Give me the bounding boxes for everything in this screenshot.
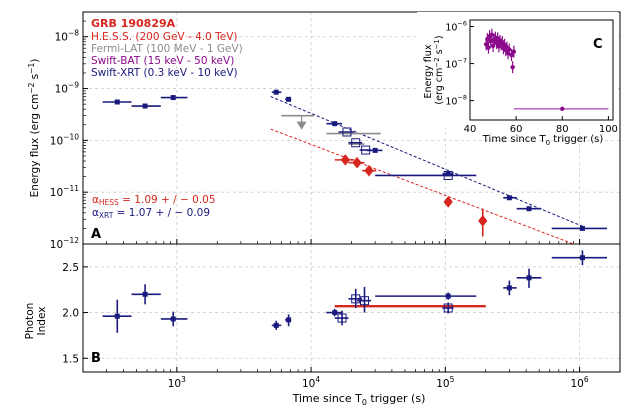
fit-line [270,128,574,245]
data-point [273,322,279,328]
data-point [142,103,148,109]
panel-b-data [102,250,607,333]
panel-b-x-label: Time since T0 trigger (s) [292,392,426,407]
data-point [286,317,292,323]
legend: GRB 190829A H.E.S.S. (200 GeV - 4.0 TeV)… [91,17,243,79]
data-point [340,154,350,166]
y-tick-label-b: 2.5 [62,262,79,274]
x-tick-label: 106 [571,375,589,390]
alpha-xrt-annotation: αXRT = 1.07 + / − 0.09 [92,207,210,220]
y-tick-label-a: 10−10 [50,132,79,147]
data-point [526,206,532,212]
data-point [114,99,120,105]
data-point [445,293,451,299]
data-point [372,147,378,153]
c-data-point [486,45,491,50]
c-data-point [489,32,495,37]
data-point [506,195,512,201]
c-x-tick-label: 60 [510,124,523,135]
data-point [351,294,361,304]
data-point [443,303,453,313]
y-tick-label-b: 1.5 [62,353,79,365]
panel-c-frame [469,19,614,121]
y-tick-label-b: 2.0 [62,308,79,320]
data-point [332,121,338,127]
data-point [286,96,292,102]
legend-xrt: Swift-XRT (0.3 keV - 10 keV) [91,67,238,79]
data-point [445,171,451,177]
x-tick-label: 103 [168,375,186,390]
c-data-point [560,106,565,112]
c-data-point [510,64,515,70]
panel-c-y-label: Energy flux (erg cm−2 s−1) [423,35,445,104]
data-point [506,285,512,291]
y-tick-label-a: 10−12 [50,236,79,251]
panel-a-y-label: Energy flux (erg cm−2 s−1) [27,59,41,198]
data-point [170,95,176,101]
y-tick-label-a: 10−9 [55,81,80,96]
c-data-point [509,52,514,58]
data-point [332,310,338,316]
data-point [478,215,488,227]
data-point [170,316,176,322]
c-x-tick-label: 40 [464,124,477,135]
panel-b-letter: B [91,351,101,366]
data-point [342,127,352,137]
data-point [337,313,347,323]
y-tick-label-a: 10−11 [50,184,79,199]
c-data-point [507,47,512,52]
panel-c-x-label: Time since T0 trigger (s) [482,134,604,147]
data-point [579,225,585,231]
data-point [526,275,532,281]
data-point [360,296,370,306]
data-point [114,313,120,319]
upper-limit-arrow [296,121,307,130]
legend-fermi: Fermi-LAT (100 MeV - 1 GeV) [91,43,243,55]
alpha-hess-annotation: αHESS = 1.09 + / − 0.05 [92,194,216,207]
panel-b-frame [82,243,621,373]
data-point [273,89,279,95]
c-x-tick-label: 100 [599,124,618,135]
panel-a-fit-lines [270,96,583,245]
data-point [142,291,148,297]
panel-a-letter: A [91,227,101,242]
data-point [351,138,361,148]
x-tick-label: 105 [436,375,454,390]
legend-hess: H.E.S.S. (200 GeV - 4.0 TeV) [91,31,238,43]
panel-b-ticks: 103 104 105 106 1.5 2.0 2.5 [62,262,621,390]
c-data-point [511,49,517,54]
panel-b-grid [83,244,620,372]
x-tick-label: 104 [302,375,320,390]
data-point [579,255,585,261]
y-tick-label-a: 10−8 [55,29,80,44]
data-point [364,164,374,177]
panel-b-y-label: PhotonIndex [24,303,48,340]
panel-c-data [483,28,609,112]
legend-bat: Swift-BAT (15 keV - 50 keV) [91,55,234,67]
c-x-tick-label: 80 [556,124,569,135]
data-point [443,196,453,208]
data-point [352,156,362,169]
panel-a-data [102,89,607,237]
legend-title: GRB 190829A [91,17,176,30]
fit-line [270,96,583,227]
panel-c-letter: C [593,37,603,52]
